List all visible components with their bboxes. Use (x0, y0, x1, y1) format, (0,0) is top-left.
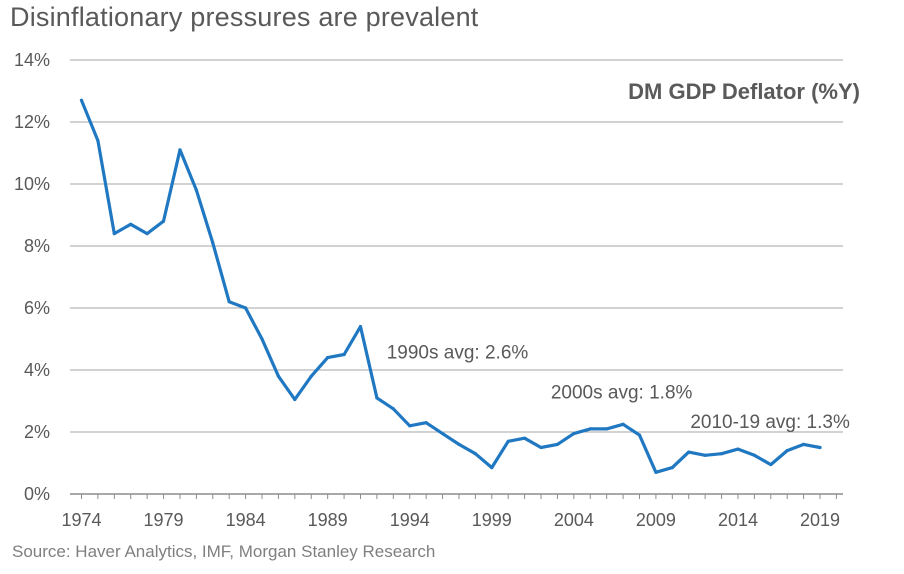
x-tick-label: 1999 (472, 510, 512, 530)
data-point (408, 424, 412, 428)
data-point (178, 148, 182, 152)
x-tick-label: 2004 (554, 510, 594, 530)
x-tick-label: 1979 (144, 510, 184, 530)
data-point (260, 337, 264, 341)
data-point (539, 445, 543, 450)
data-point (621, 422, 625, 426)
x-tick-label: 2009 (636, 510, 676, 530)
data-point (129, 222, 133, 226)
data-point (523, 436, 527, 440)
y-tick-label: 14% (14, 50, 50, 70)
x-tick-label: 1984 (226, 510, 266, 530)
y-tick-label: 10% (14, 174, 50, 194)
avg-annotation: 2010-19 avg: 1.3% (690, 412, 850, 433)
avg-annotation: 2000s avg: 1.8% (551, 383, 693, 404)
data-point (293, 397, 297, 402)
data-point (112, 232, 116, 236)
data-point (637, 433, 642, 437)
x-tick-label: 2014 (718, 510, 758, 530)
data-point (375, 396, 379, 400)
gridlines (70, 59, 843, 433)
avg-annotation: 1990s avg: 2.6% (387, 342, 529, 363)
data-point (687, 450, 691, 454)
data-point (244, 306, 248, 310)
data-point (506, 439, 510, 443)
data-point (555, 442, 560, 446)
series-label: DM GDP Deflator (%Y) (628, 79, 860, 104)
data-point (752, 453, 756, 457)
data-point (342, 352, 346, 357)
data-point (605, 427, 609, 431)
data-point (276, 374, 281, 378)
data-point (440, 431, 445, 436)
data-point (211, 241, 215, 245)
data-point (96, 139, 100, 143)
y-tick-label: 12% (14, 112, 50, 132)
x-tick-label: 1989 (308, 510, 348, 530)
data-point (670, 466, 674, 470)
data-point (161, 219, 166, 223)
data-point (391, 407, 395, 411)
data-point (326, 356, 330, 360)
y-tick-label: 6% (24, 298, 50, 318)
data-point (424, 421, 428, 425)
series-line-0 (79, 98, 822, 474)
data-point (588, 427, 592, 431)
data-point (736, 447, 740, 451)
x-tick-labels: 1974 1979 1984 1989 1994 1999 2004 2009 2014 2019 (61, 510, 840, 530)
data-point (309, 374, 313, 378)
data-point (227, 300, 231, 304)
data-point (79, 98, 84, 102)
page-title: Disinflationary pressures are prevalent (10, 2, 479, 32)
data-point (490, 466, 494, 470)
data-point (572, 431, 576, 436)
series-layer (79, 98, 822, 474)
y-tick-label: 0% (24, 484, 50, 504)
data-point (802, 442, 806, 446)
x-tick-label: 1974 (61, 510, 101, 530)
y-tick-label: 2% (24, 422, 50, 442)
data-point (194, 188, 198, 192)
data-point (703, 453, 707, 457)
data-point (818, 445, 822, 450)
data-point (719, 452, 724, 456)
axes (70, 493, 843, 499)
data-point (769, 462, 773, 467)
data-point (785, 449, 789, 453)
x-tick-label: 2019 (800, 510, 840, 530)
y-tick-label: 4% (24, 360, 50, 380)
data-point (654, 470, 658, 474)
data-point (145, 232, 149, 236)
annotations: 1990s avg: 2.6% 2000s avg: 1.8% 2010-19 av… (387, 342, 850, 433)
x-tick-label: 1994 (390, 510, 430, 530)
y-tick-labels: 0% 2% 4% 6% 8% 10% 12% 14% (14, 50, 50, 504)
data-point (473, 452, 477, 456)
y-tick-label: 8% (24, 236, 50, 256)
data-point (457, 442, 461, 446)
data-point (358, 325, 363, 329)
source-note: Source: Haver Analytics, IMF, Morgan Sta… (12, 542, 436, 561)
